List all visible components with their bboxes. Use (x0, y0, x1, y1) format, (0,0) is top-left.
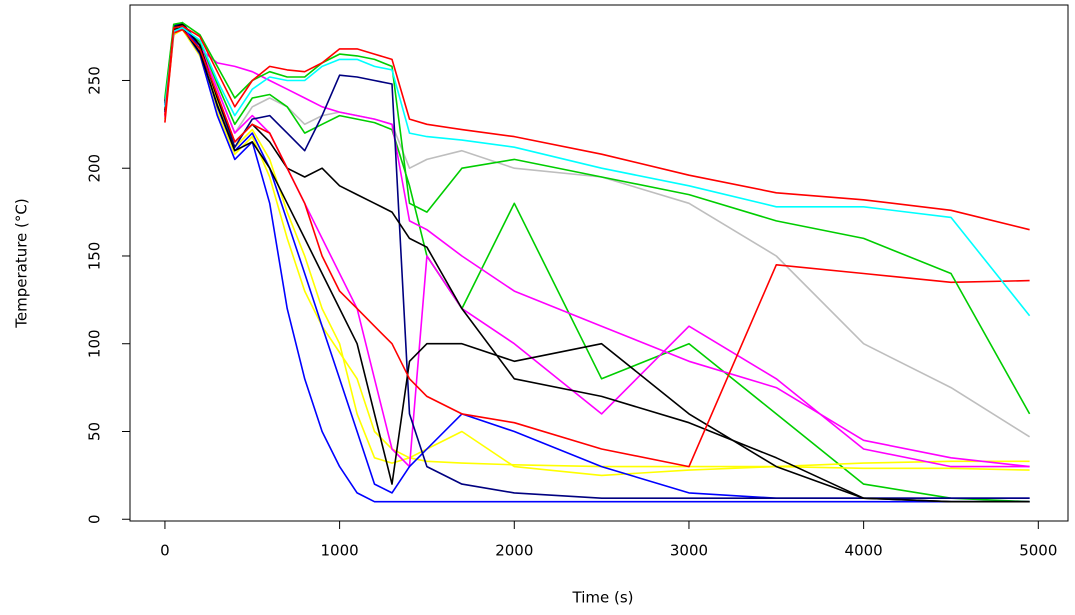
series-line (164, 27, 1030, 503)
series-line (164, 25, 1030, 231)
series-line (164, 28, 1030, 468)
y-tick-label: 150 (86, 242, 104, 271)
x-tick-label: 3000 (670, 542, 708, 560)
series-line (164, 27, 1030, 503)
series-line (164, 25, 1030, 503)
x-tick-label: 2000 (495, 542, 533, 560)
plot-box (129, 4, 1069, 522)
y-tick-label: 100 (86, 329, 104, 358)
x-tick-label: 1000 (321, 542, 359, 560)
series-line (164, 27, 1031, 317)
series-line (164, 23, 1030, 503)
x-axis-label: Time (s) (572, 589, 634, 607)
series-line (164, 27, 1030, 468)
y-tick-label: 0 (86, 514, 104, 524)
series-line (164, 28, 1030, 471)
series-line (164, 28, 1031, 438)
series-line (164, 27, 1030, 477)
y-tick-label: 50 (86, 422, 104, 441)
y-tick-label: 200 (86, 154, 104, 183)
y-axis-label: Temperature (°C) (13, 198, 31, 328)
series-line (164, 21, 1031, 415)
x-tick-label: 5000 (1019, 542, 1057, 560)
x-tick-label: 4000 (845, 542, 883, 560)
y-tick-label: 250 (86, 66, 104, 95)
x-tick-label: 0 (160, 542, 170, 560)
